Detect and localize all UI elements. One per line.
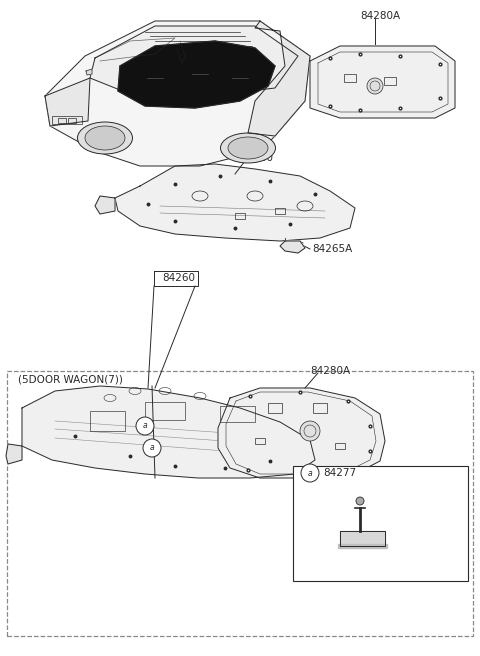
Ellipse shape [220,133,276,163]
Polygon shape [338,544,387,548]
Text: 84277: 84277 [323,468,356,478]
Text: 84280A: 84280A [360,11,400,21]
Bar [268,403,282,413]
Bar [68,118,76,123]
Circle shape [356,497,364,505]
Polygon shape [115,164,355,241]
Polygon shape [90,26,298,96]
Bar [52,116,82,124]
Polygon shape [86,69,92,75]
Polygon shape [45,78,90,126]
Polygon shape [280,241,305,253]
Polygon shape [45,21,310,166]
Bar [335,443,345,449]
Circle shape [143,439,161,457]
Text: (5DOOR WAGON(7)): (5DOOR WAGON(7)) [18,375,123,385]
Bar [384,77,396,85]
Text: a: a [143,422,147,430]
Ellipse shape [85,126,125,150]
Bar [275,208,285,214]
Polygon shape [248,21,310,136]
Polygon shape [118,41,275,108]
Text: 84265A: 84265A [312,244,352,254]
Text: 84260: 84260 [240,153,273,163]
Circle shape [301,464,319,482]
Text: 84280A: 84280A [310,366,350,376]
Polygon shape [95,196,115,214]
Text: 84260: 84260 [162,273,195,283]
Polygon shape [218,388,385,478]
Bar [58,118,66,123]
Ellipse shape [228,137,268,159]
Ellipse shape [77,122,132,154]
Circle shape [367,78,383,94]
Polygon shape [6,444,22,464]
Polygon shape [340,531,385,546]
Bar [293,466,468,581]
Bar [220,406,255,422]
Bar [90,411,125,431]
Text: a: a [308,468,312,478]
Polygon shape [22,386,315,478]
Bar [145,402,185,420]
Circle shape [300,421,320,441]
Bar [235,213,245,219]
Text: a: a [150,443,154,453]
Bar [344,74,356,82]
Circle shape [136,417,154,435]
Polygon shape [310,46,455,118]
Bar [255,438,265,444]
Bar [7,371,473,636]
Bar [313,403,327,413]
